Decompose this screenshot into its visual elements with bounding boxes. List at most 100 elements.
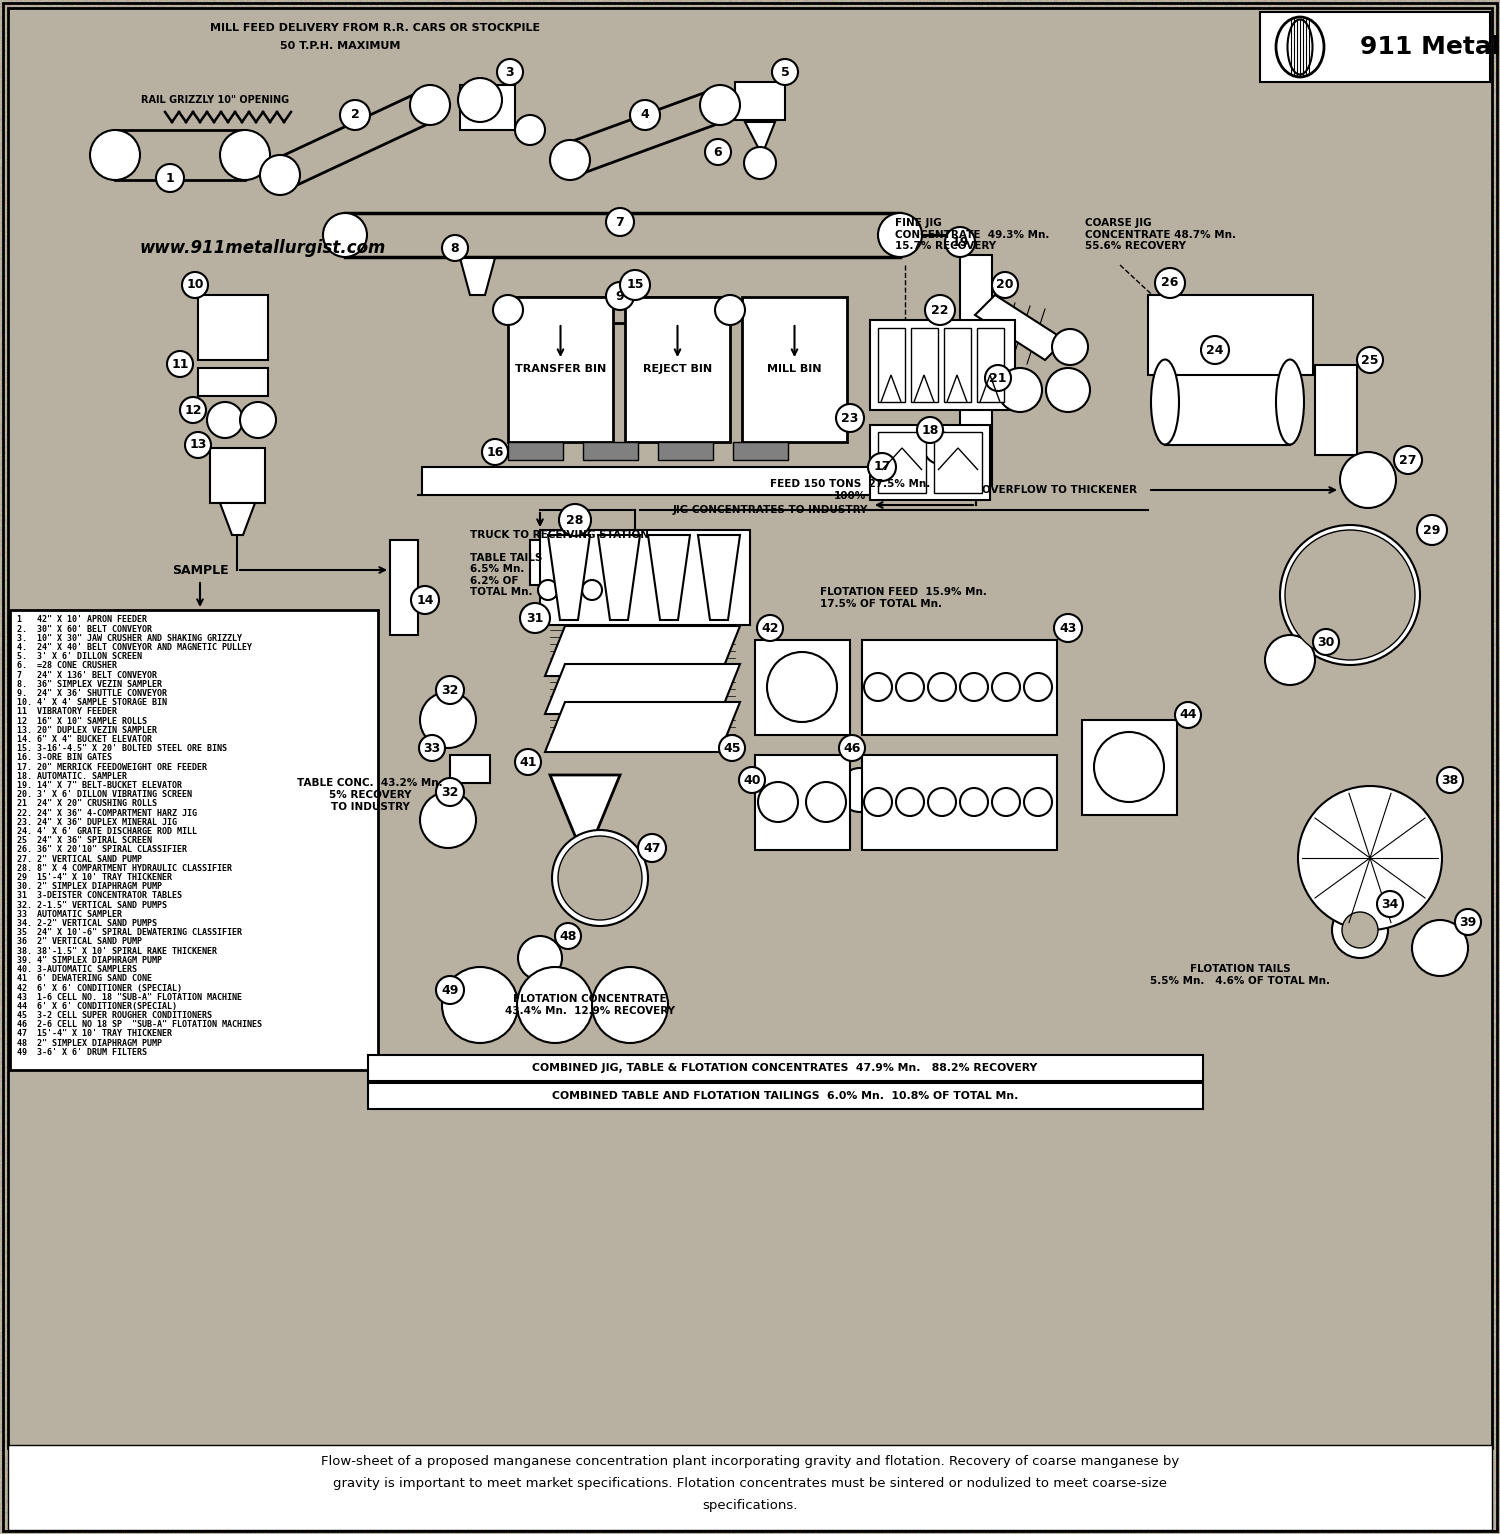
Bar <box>509 298 614 442</box>
Circle shape <box>1286 531 1414 660</box>
Ellipse shape <box>1276 359 1304 445</box>
Text: 26. 36" X 20'10" SPIRAL CLASSIFIER: 26. 36" X 20'10" SPIRAL CLASSIFIER <box>16 845 188 854</box>
Circle shape <box>960 673 988 701</box>
Text: 18: 18 <box>921 423 939 437</box>
Text: MILL FEED DELIVERY FROM R.R. CARS OR STOCKPILE: MILL FEED DELIVERY FROM R.R. CARS OR STO… <box>210 23 540 34</box>
Circle shape <box>992 272 1018 298</box>
Circle shape <box>1340 453 1396 508</box>
Bar <box>450 755 491 782</box>
Polygon shape <box>544 703 740 752</box>
Text: 2.  30" X 60' BELT CONVEYOR: 2. 30" X 60' BELT CONVEYOR <box>16 624 152 634</box>
Text: 31: 31 <box>526 612 543 624</box>
Circle shape <box>420 792 476 848</box>
Text: 22. 24" X 36" 4-COMPARTMENT HARZ JIG: 22. 24" X 36" 4-COMPARTMENT HARZ JIG <box>16 808 196 818</box>
Polygon shape <box>544 664 740 713</box>
Text: FLOTATION TAILS
5.5% Mn.   4.6% OF TOTAL Mn.: FLOTATION TAILS 5.5% Mn. 4.6% OF TOTAL M… <box>1150 965 1330 986</box>
Text: 26: 26 <box>1161 276 1179 290</box>
Text: 29: 29 <box>1424 523 1440 537</box>
Circle shape <box>166 351 194 377</box>
Text: 43  1-6 CELL NO. 18 "SUB-A" FLOTATION MACHINE: 43 1-6 CELL NO. 18 "SUB-A" FLOTATION MAC… <box>16 992 242 1002</box>
Circle shape <box>758 615 783 641</box>
Circle shape <box>592 966 668 1043</box>
Circle shape <box>960 788 988 816</box>
Circle shape <box>1094 732 1164 802</box>
Bar <box>368 1083 1203 1109</box>
Circle shape <box>945 227 975 258</box>
Circle shape <box>518 936 562 980</box>
Text: 16: 16 <box>486 445 504 459</box>
Text: 12: 12 <box>184 403 201 417</box>
Bar <box>1316 365 1358 456</box>
Text: OVERFLOW TO THICKENER: OVERFLOW TO THICKENER <box>982 485 1137 495</box>
Circle shape <box>1312 629 1340 655</box>
Bar <box>422 466 872 495</box>
Text: 25  24" X 36" SPIRAL SCREEN: 25 24" X 36" SPIRAL SCREEN <box>16 836 152 845</box>
Circle shape <box>839 735 866 761</box>
Text: 48  2" SIMPLEX DIAPHRAGM PUMP: 48 2" SIMPLEX DIAPHRAGM PUMP <box>16 1039 162 1048</box>
Circle shape <box>1054 614 1082 643</box>
Text: 22: 22 <box>932 304 948 316</box>
Text: 44: 44 <box>1179 709 1197 721</box>
Bar <box>509 442 562 460</box>
Circle shape <box>411 586 440 614</box>
Circle shape <box>538 580 558 600</box>
Circle shape <box>552 830 648 927</box>
Text: 43: 43 <box>1059 621 1077 635</box>
Text: 5.  3' X 6' DILLON SCREEN: 5. 3' X 6' DILLON SCREEN <box>16 652 142 661</box>
Text: 10. 4' X 4' SAMPLE STORAGE BIN: 10. 4' X 4' SAMPLE STORAGE BIN <box>16 698 166 707</box>
Ellipse shape <box>1150 359 1179 445</box>
Text: 911 Metallurgist: 911 Metallurgist <box>1360 35 1500 58</box>
Bar <box>862 640 1058 735</box>
Circle shape <box>896 673 924 701</box>
Circle shape <box>518 966 593 1043</box>
Text: COARSE JIG
CONCENTRATE 48.7% Mn.
55.6% RECOVERY: COARSE JIG CONCENTRATE 48.7% Mn. 55.6% R… <box>1084 218 1236 252</box>
Bar <box>368 1055 1203 1081</box>
Circle shape <box>740 767 765 793</box>
Circle shape <box>864 788 892 816</box>
Bar <box>944 328 970 402</box>
Circle shape <box>1298 785 1442 930</box>
Circle shape <box>946 456 970 480</box>
Text: 21: 21 <box>990 371 1006 385</box>
Text: gravity is important to meet market specifications. Flotation concentrates must : gravity is important to meet market spec… <box>333 1477 1167 1491</box>
Text: 25: 25 <box>1362 353 1378 367</box>
Bar <box>734 442 788 460</box>
Polygon shape <box>975 295 1065 360</box>
Text: 19: 19 <box>951 236 969 249</box>
Bar <box>934 433 982 492</box>
Circle shape <box>496 58 523 84</box>
Circle shape <box>182 272 209 298</box>
Circle shape <box>514 115 544 146</box>
Circle shape <box>520 603 550 634</box>
Circle shape <box>1412 920 1468 976</box>
Polygon shape <box>746 123 776 155</box>
Text: 3.  10" X 30" JAW CRUSHER AND SHAKING GRIZZLY: 3. 10" X 30" JAW CRUSHER AND SHAKING GRI… <box>16 634 242 643</box>
Bar <box>198 295 268 360</box>
Bar <box>960 255 992 485</box>
Text: 6: 6 <box>714 146 723 158</box>
Text: MILL BIN: MILL BIN <box>766 365 822 374</box>
Circle shape <box>864 673 892 701</box>
Bar <box>658 442 712 460</box>
Text: 15. 3-16'-4.5" X 20' BOLTED STEEL ORE BINS: 15. 3-16'-4.5" X 20' BOLTED STEEL ORE BI… <box>16 744 226 753</box>
Bar <box>1166 360 1290 445</box>
Circle shape <box>458 78 503 123</box>
Text: TRANSFER BIN: TRANSFER BIN <box>514 365 606 374</box>
Circle shape <box>606 209 634 236</box>
Circle shape <box>758 782 798 822</box>
Circle shape <box>1046 368 1090 413</box>
Text: 47: 47 <box>644 842 660 854</box>
Bar <box>910 328 938 402</box>
Circle shape <box>744 147 776 179</box>
Circle shape <box>878 213 922 258</box>
Circle shape <box>560 505 591 535</box>
Text: 38: 38 <box>1442 773 1458 787</box>
Circle shape <box>916 417 944 443</box>
Text: 45  3-2 CELL SUPER ROUGHER CONDITIONERS: 45 3-2 CELL SUPER ROUGHER CONDITIONERS <box>16 1011 211 1020</box>
Bar <box>870 321 1016 410</box>
Circle shape <box>926 295 956 325</box>
Text: 17. 20" MERRICK FEEDOWEIGHT ORE FEEDER: 17. 20" MERRICK FEEDOWEIGHT ORE FEEDER <box>16 762 207 772</box>
Circle shape <box>555 923 580 950</box>
Circle shape <box>992 673 1020 701</box>
Bar <box>742 298 847 442</box>
